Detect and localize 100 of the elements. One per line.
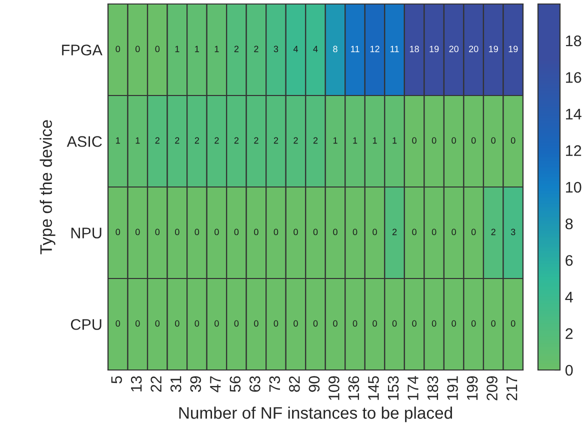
color-bar-label: 0 <box>565 364 573 376</box>
color-bar-label: 18 <box>566 35 582 46</box>
color-bar-label: 14 <box>566 108 582 120</box>
data-label: 0 <box>352 228 358 236</box>
data-label: 2 <box>274 137 278 144</box>
data-label: 3 <box>274 46 278 52</box>
color-bar-label: 6 <box>566 255 573 266</box>
data-label: 0 <box>194 320 200 327</box>
x-tick-label: 109 <box>328 376 340 400</box>
data-label: 0 <box>372 320 377 327</box>
data-label: 8 <box>333 46 338 52</box>
x-tick-label: 73 <box>269 376 280 392</box>
data-label: 0 <box>432 228 436 236</box>
y-tick-label: CPU <box>70 319 102 330</box>
data-label: 0 <box>471 228 476 236</box>
y-axis-title: Type of the device <box>40 120 56 254</box>
data-label: 2 <box>254 137 258 144</box>
data-label: 1 <box>195 46 199 52</box>
data-label: 4 <box>293 46 298 52</box>
data-label: 2 <box>254 46 258 52</box>
data-label: 0 <box>135 46 140 52</box>
x-axis-title: Number of NF instances to be placed <box>179 406 452 422</box>
data-label: 0 <box>352 320 358 327</box>
data-label: 0 <box>452 320 456 327</box>
data-label: 0 <box>333 320 338 327</box>
data-label: 1 <box>333 137 338 144</box>
x-tick-label: 183 <box>427 376 438 400</box>
data-label: 0 <box>175 320 180 327</box>
x-tick-label: 22 <box>150 376 162 392</box>
data-label: 0 <box>175 228 180 236</box>
data-label: 19 <box>489 46 498 52</box>
x-tick-label: 5 <box>111 376 122 384</box>
data-label: 1 <box>116 137 120 144</box>
data-label: 11 <box>351 46 360 52</box>
data-label: 0 <box>294 228 298 236</box>
data-label: 0 <box>274 320 278 327</box>
data-label: 0 <box>313 320 318 327</box>
data-label: 0 <box>471 137 476 144</box>
data-label: 0 <box>452 137 456 144</box>
color-bar-label: 16 <box>566 72 582 83</box>
y-tick-label: NPU <box>71 228 102 238</box>
data-label: 2 <box>175 137 180 144</box>
data-label: 2 <box>194 137 199 144</box>
x-tick-label: 31 <box>170 376 182 392</box>
data-label: 2 <box>234 46 239 52</box>
data-label: 0 <box>333 228 338 236</box>
data-label: 0 <box>254 228 258 236</box>
data-label: 0 <box>116 228 120 236</box>
data-label: 1 <box>372 137 377 144</box>
data-label: 0 <box>412 320 416 327</box>
color-bar-label: 10 <box>566 182 582 193</box>
x-tick-label: 217 <box>506 376 518 400</box>
data-label: 0 <box>491 320 496 327</box>
data-label: 12 <box>370 46 380 52</box>
x-tick-label: 191 <box>447 376 458 400</box>
data-label: 0 <box>155 46 160 52</box>
x-tick-label: 136 <box>348 376 360 400</box>
data-label: 0 <box>116 46 120 52</box>
x-tick-label: 56 <box>230 376 241 392</box>
data-label: 2 <box>214 137 219 144</box>
data-label: 1 <box>214 46 219 52</box>
x-tick-label: 153 <box>388 376 399 400</box>
data-label: 18 <box>410 46 419 52</box>
data-label: 19 <box>430 46 439 52</box>
data-label: 0 <box>214 320 219 327</box>
color-bar-label: 2 <box>566 328 573 339</box>
data-label: 2 <box>294 137 298 144</box>
data-label: 2 <box>491 228 496 236</box>
x-tick-label: 47 <box>210 376 221 392</box>
data-label: 0 <box>452 228 456 236</box>
data-label: 0 <box>392 320 397 327</box>
color-bar-label: 12 <box>566 145 582 156</box>
data-label: 0 <box>372 228 377 236</box>
data-label: 0 <box>510 320 516 327</box>
x-tick-label: 209 <box>486 376 498 400</box>
data-label: 1 <box>175 46 180 52</box>
data-label: 0 <box>510 137 516 144</box>
data-label: 0 <box>155 228 160 236</box>
data-label: 0 <box>214 228 219 236</box>
x-tick-label: 145 <box>368 376 379 400</box>
color-bar-label: 4 <box>565 292 573 302</box>
data-label: 1 <box>392 137 397 144</box>
x-tick-label: 199 <box>466 376 478 400</box>
data-label: 0 <box>412 228 416 236</box>
data-label: 2 <box>234 137 239 144</box>
data-label: 0 <box>412 137 416 144</box>
data-label: 0 <box>254 320 258 327</box>
x-tick-label: 174 <box>408 376 418 400</box>
data-label: 0 <box>194 228 200 236</box>
data-label: 20 <box>449 46 458 52</box>
y-tick-label: FPGA <box>62 44 102 56</box>
x-tick-label: 90 <box>308 376 320 392</box>
color-bar-label: 8 <box>566 218 573 230</box>
data-label: 0 <box>491 137 496 144</box>
data-label: 1 <box>353 137 358 144</box>
data-label: 20 <box>469 46 478 52</box>
data-label: 0 <box>274 228 278 236</box>
data-label: 19 <box>508 46 518 52</box>
data-label: 0 <box>471 320 476 327</box>
x-tick-label: 63 <box>249 376 260 392</box>
